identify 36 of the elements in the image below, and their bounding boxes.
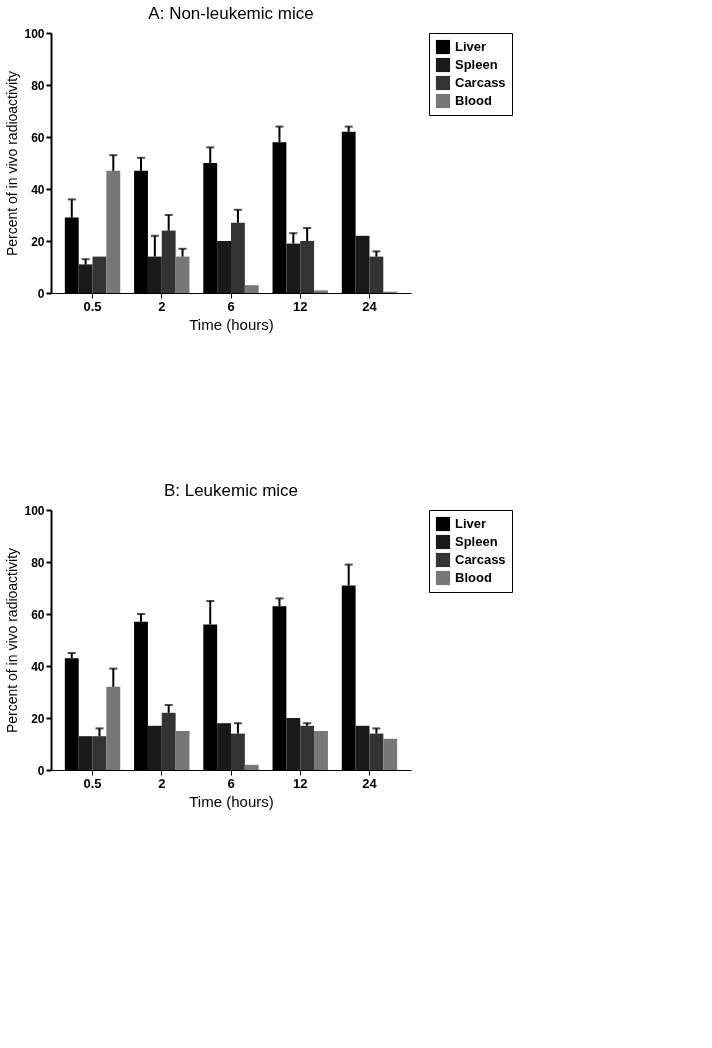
y-tick-label: 100 (24, 503, 45, 518)
x-tick-label: 6 (227, 298, 235, 314)
x-tick-label: 6 (227, 775, 235, 791)
y-tick-label: 40 (31, 659, 45, 674)
y-tick-label: 60 (31, 130, 45, 145)
y-tick-label: 40 (31, 182, 45, 197)
x-tick-label: 0.5 (83, 298, 102, 314)
y-tick-label: 0 (37, 763, 45, 778)
y-tick-label: 80 (31, 78, 45, 93)
x-tick-label: 2 (158, 298, 166, 314)
legend-label: Liver (455, 516, 487, 531)
chart-title: A: Non-leukemic mice (148, 4, 314, 23)
y-tick-label: 60 (31, 607, 45, 622)
x-tick-label: 12 (293, 775, 308, 791)
y-tick-label: 80 (31, 555, 45, 570)
y-tick-label: 100 (24, 26, 45, 41)
legend-label: Blood (455, 93, 492, 108)
chart-title: B: Leukemic mice (163, 481, 299, 500)
y-axis-title: Percent of in vivo radioactivity (4, 547, 21, 734)
x-axis-title: Time (hours) (189, 792, 274, 810)
y-axis-title: Percent of in vivo radioactivity (4, 70, 21, 257)
y-tick-label: 20 (31, 234, 45, 249)
x-tick-label: 24 (362, 775, 378, 791)
x-tick-label: 0.5 (83, 775, 102, 791)
x-axis-title: Time (hours) (189, 315, 274, 333)
y-tick-label: 20 (31, 711, 45, 726)
y-tick-label: 0 (37, 286, 45, 301)
legend-label: Blood (455, 570, 492, 585)
x-tick-label: 2 (158, 775, 166, 791)
x-tick-label: 24 (362, 298, 378, 314)
legend-label: Carcass (455, 75, 506, 90)
legend-label: Spleen (455, 57, 498, 72)
legend-label: Carcass (455, 552, 506, 567)
legend-label: Spleen (455, 534, 498, 549)
x-tick-label: 12 (293, 298, 308, 314)
legend-label: Liver (455, 39, 487, 54)
